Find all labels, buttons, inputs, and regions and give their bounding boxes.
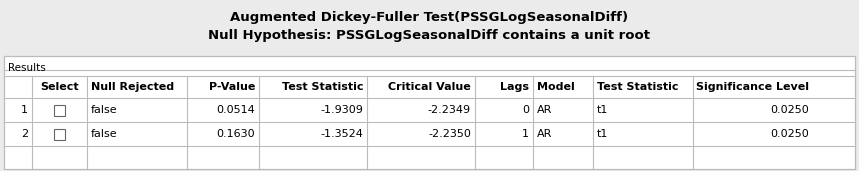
Bar	[54, 104, 65, 115]
Text: Lags: Lags	[500, 82, 529, 92]
Text: AR: AR	[537, 129, 552, 139]
Text: 1: 1	[21, 105, 28, 115]
Text: 1: 1	[522, 129, 529, 139]
Text: Augmented Dickey-Fuller Test(PSSGLogSeasonalDiff): Augmented Dickey-Fuller Test(PSSGLogSeas…	[230, 11, 629, 24]
Text: 0: 0	[522, 105, 529, 115]
Text: -2.2350: -2.2350	[428, 129, 471, 139]
Text: 0.0514: 0.0514	[216, 105, 255, 115]
Text: Test Statistic: Test Statistic	[597, 82, 679, 92]
Text: Results: Results	[8, 63, 46, 73]
Text: Null Rejected: Null Rejected	[91, 82, 174, 92]
Text: -2.2349: -2.2349	[428, 105, 471, 115]
Text: 0.1630: 0.1630	[216, 129, 255, 139]
Text: AR: AR	[537, 105, 552, 115]
Text: -1.3524: -1.3524	[320, 129, 363, 139]
Text: t1: t1	[597, 129, 608, 139]
Text: 0.0250: 0.0250	[771, 105, 809, 115]
Bar	[54, 128, 65, 140]
Text: Null Hypothesis: PSSGLogSeasonalDiff contains a unit root: Null Hypothesis: PSSGLogSeasonalDiff con…	[209, 30, 650, 43]
Text: Critical Value: Critical Value	[388, 82, 471, 92]
Text: 2: 2	[21, 129, 28, 139]
Text: Significance Level: Significance Level	[696, 82, 809, 92]
Text: Select: Select	[40, 82, 79, 92]
Text: 0.0250: 0.0250	[771, 129, 809, 139]
Text: Test Statistic: Test Statistic	[282, 82, 363, 92]
Text: -1.9309: -1.9309	[320, 105, 363, 115]
Bar	[4, 56, 855, 169]
Text: P-Value: P-Value	[209, 82, 255, 92]
Text: false: false	[91, 129, 118, 139]
Text: t1: t1	[597, 105, 608, 115]
Text: Model: Model	[537, 82, 575, 92]
Text: false: false	[91, 105, 118, 115]
